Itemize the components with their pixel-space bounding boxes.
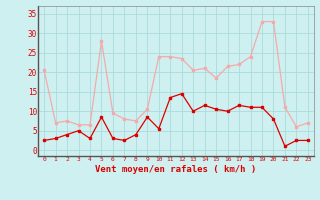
X-axis label: Vent moyen/en rafales ( km/h ): Vent moyen/en rafales ( km/h ) bbox=[95, 165, 257, 174]
